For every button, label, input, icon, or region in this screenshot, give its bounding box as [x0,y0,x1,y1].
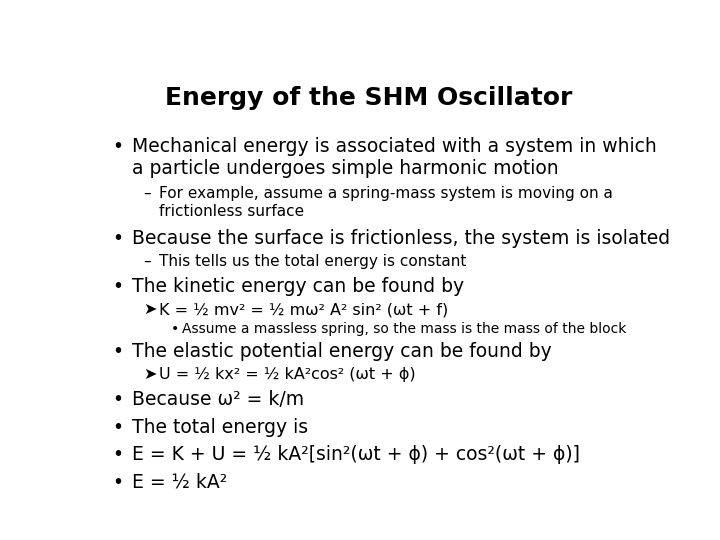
Text: •: • [171,322,179,336]
Text: •: • [112,277,123,296]
Text: The elastic potential energy can be found by: The elastic potential energy can be foun… [132,342,552,361]
Text: ➤: ➤ [143,302,156,317]
Text: •: • [112,446,123,464]
Text: •: • [112,390,123,409]
Text: Because the surface is frictionless, the system is isolated: Because the surface is frictionless, the… [132,229,670,248]
Text: The total energy is: The total energy is [132,418,308,437]
Text: •: • [112,472,123,492]
Text: U = ½ kx² = ½ kA²cos² (ωt + ϕ): U = ½ kx² = ½ kA²cos² (ωt + ϕ) [158,367,415,382]
Text: •: • [112,418,123,437]
Text: The kinetic energy can be found by: The kinetic energy can be found by [132,277,464,296]
Text: For example, assume a spring-mass system is moving on a
frictionless surface: For example, assume a spring-mass system… [158,186,613,219]
Text: Mechanical energy is associated with a system in which
a particle undergoes simp: Mechanical energy is associated with a s… [132,137,657,179]
Text: •: • [112,342,123,361]
Text: K = ½ mv² = ½ mω² A² sin² (ωt + f): K = ½ mv² = ½ mω² A² sin² (ωt + f) [158,302,448,317]
Text: ➤: ➤ [143,367,156,382]
Text: E = ½ kA²: E = ½ kA² [132,472,227,492]
Text: Assume a massless spring, so the mass is the mass of the block: Assume a massless spring, so the mass is… [182,322,626,336]
Text: •: • [112,137,123,156]
Text: E = K + U = ½ kA²[sin²(ωt + ϕ) + cos²(ωt + ϕ)]: E = K + U = ½ kA²[sin²(ωt + ϕ) + cos²(ωt… [132,446,580,464]
Text: Energy of the SHM Oscillator: Energy of the SHM Oscillator [166,85,572,110]
Text: –: – [143,186,150,201]
Text: •: • [112,229,123,248]
Text: Because ω² = k/m: Because ω² = k/m [132,390,304,409]
Text: –: – [143,254,150,269]
Text: This tells us the total energy is constant: This tells us the total energy is consta… [158,254,466,269]
